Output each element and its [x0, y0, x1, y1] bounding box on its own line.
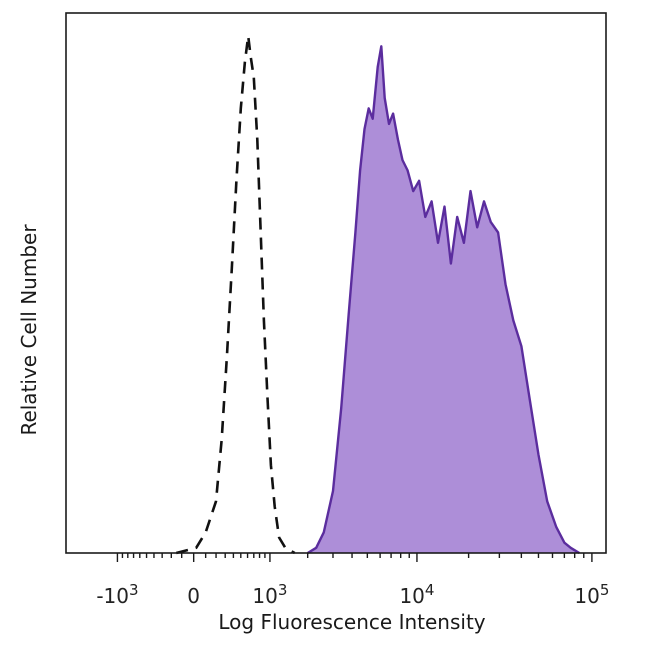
x-tick-label-0: -103	[96, 581, 138, 608]
x-tick-label-4: 105	[574, 581, 609, 608]
x-tick-label-1: 0	[187, 584, 200, 608]
plot-frame	[65, 12, 607, 554]
y-axis-title: Relative Cell Number	[17, 224, 41, 436]
series-0-line	[175, 34, 296, 555]
x-axis-title: Log Fluorescence Intensity	[218, 610, 485, 634]
x-axis-tick-labels: -103 0 103 104 105	[96, 581, 609, 608]
x-tick-label-2: 103	[252, 581, 287, 608]
series-1-outline	[307, 45, 580, 555]
x-tick-label-3: 104	[399, 581, 434, 608]
x-axis-ticks	[116, 553, 593, 562]
series-1-fill	[307, 46, 580, 554]
series-layer	[175, 34, 580, 555]
